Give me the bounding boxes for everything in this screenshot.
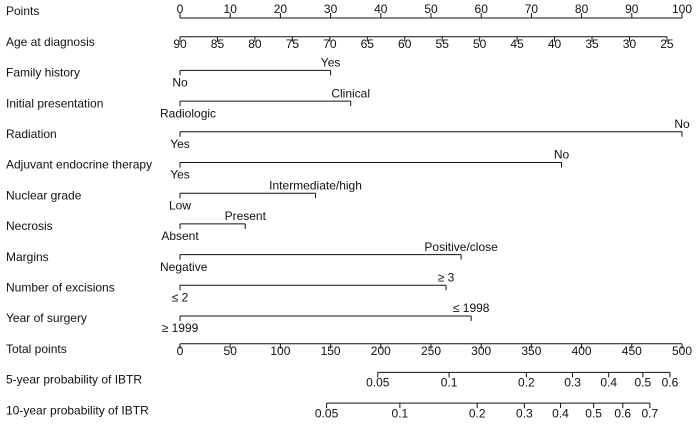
row-label: 10-year probability of IBTR xyxy=(6,403,149,417)
level-label: Yes xyxy=(170,168,190,182)
tick-label: 80 xyxy=(575,2,589,16)
tick-label: 0.5 xyxy=(585,406,602,420)
level-label: Yes xyxy=(321,56,341,70)
tick-label: 100 xyxy=(270,344,290,358)
tick-label: 70 xyxy=(525,2,539,16)
level-label: Absent xyxy=(161,229,199,243)
tick-label: 80 xyxy=(248,37,262,51)
level-label: Intermediate/high xyxy=(269,178,362,192)
tick-label: 75 xyxy=(286,37,300,51)
level-label: ≥ 3 xyxy=(438,270,455,284)
tick-label: 30 xyxy=(623,37,637,51)
row-label: Margins xyxy=(6,250,49,264)
row-label: Family history xyxy=(6,66,80,80)
row-label: Year of surgery xyxy=(6,311,87,325)
tick-label: 250 xyxy=(421,344,441,358)
level-label: Low xyxy=(169,198,191,212)
tick-label: 35 xyxy=(585,37,599,51)
tick-label: 10 xyxy=(224,2,238,16)
tick-label: 50 xyxy=(224,344,238,358)
row-label: Initial presentation xyxy=(6,96,103,110)
tick-label: 0.1 xyxy=(392,406,409,420)
tick-label: 0.5 xyxy=(635,376,652,390)
tick-label: 500 xyxy=(672,344,692,358)
tick-label: 0 xyxy=(177,344,184,358)
tick-label: 40 xyxy=(548,37,562,51)
level-label: No xyxy=(554,148,570,162)
row-label: Number of excisions xyxy=(6,280,115,294)
tick-label: 30 xyxy=(324,2,338,16)
row-label: Adjuvant endocrine therapy xyxy=(6,158,152,172)
level-label: Negative xyxy=(160,260,208,274)
tick-label: 0.6 xyxy=(614,406,631,420)
tick-label: 0.2 xyxy=(518,376,535,390)
tick-label: 400 xyxy=(572,344,592,358)
tick-label: 0.4 xyxy=(552,406,569,420)
tick-label: 0.3 xyxy=(564,376,581,390)
tick-label: 350 xyxy=(521,344,541,358)
level-label: Clinical xyxy=(331,86,370,100)
level-label: No xyxy=(172,76,188,90)
tick-label: 200 xyxy=(371,344,391,358)
tick-label: 0.7 xyxy=(642,406,659,420)
row-label: Necrosis xyxy=(6,219,53,233)
tick-label: 70 xyxy=(323,37,337,51)
tick-label: 0.4 xyxy=(600,376,617,390)
level-label: ≥ 1999 xyxy=(162,321,199,335)
tick-label: 60 xyxy=(475,2,489,16)
tick-label: 60 xyxy=(398,37,412,51)
tick-label: 90 xyxy=(173,37,187,51)
tick-label: 0.05 xyxy=(366,376,390,390)
row-label: Age at diagnosis xyxy=(6,35,95,49)
tick-label: 300 xyxy=(471,344,491,358)
tick-label: 25 xyxy=(660,37,674,51)
level-label: Present xyxy=(225,209,267,223)
level-label: ≤ 1998 xyxy=(453,301,490,315)
tick-label: 0.2 xyxy=(469,406,486,420)
tick-label: 150 xyxy=(321,344,341,358)
tick-label: 20 xyxy=(274,2,288,16)
tick-label: 50 xyxy=(473,37,487,51)
tick-label: 0.05 xyxy=(315,406,339,420)
row-label: Total points xyxy=(6,342,67,356)
tick-label: 50 xyxy=(424,2,438,16)
row-label: 5-year probability of IBTR xyxy=(6,373,142,387)
level-label: Yes xyxy=(170,137,190,151)
row-label: Nuclear grade xyxy=(6,188,82,202)
level-label: ≤ 2 xyxy=(172,290,189,304)
row-label: Points xyxy=(6,4,39,18)
tick-label: 65 xyxy=(361,37,375,51)
level-label: Radiologic xyxy=(160,106,216,120)
tick-label: 0.1 xyxy=(441,376,458,390)
tick-label: 40 xyxy=(374,2,388,16)
tick-label: 45 xyxy=(510,37,524,51)
level-label: No xyxy=(674,117,690,131)
tick-label: 0 xyxy=(177,2,184,16)
tick-label: 100 xyxy=(672,2,692,16)
tick-label: 0.6 xyxy=(662,376,679,390)
tick-label: 55 xyxy=(436,37,450,51)
tick-label: 450 xyxy=(622,344,642,358)
tick-label: 0.3 xyxy=(516,406,533,420)
tick-label: 90 xyxy=(625,2,639,16)
row-label: Radiation xyxy=(6,127,57,141)
level-label: Positive/close xyxy=(424,240,498,254)
tick-label: 85 xyxy=(211,37,225,51)
